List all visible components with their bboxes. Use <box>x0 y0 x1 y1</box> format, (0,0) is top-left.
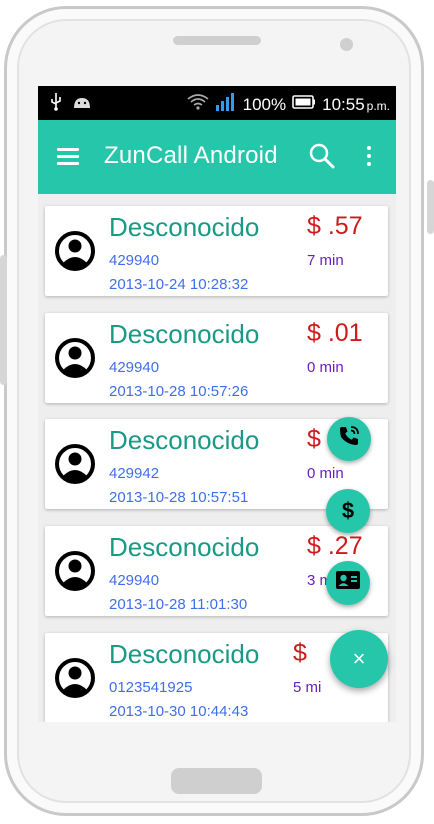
volume-button <box>0 255 7 385</box>
call-name: Desconocido <box>109 212 260 242</box>
app-bar: ZunCall Android <box>38 120 396 194</box>
call-number: 429940 <box>109 359 160 376</box>
battery-percent: 100% <box>242 94 287 114</box>
call-number: 429942 <box>109 465 160 482</box>
call-date: 2013-10-30 10:44:43 <box>109 703 249 720</box>
battery-icon <box>292 94 316 115</box>
call-cost: $ .57 <box>307 212 363 240</box>
status-bar: 100% 10:55 p.m. <box>38 86 396 120</box>
search-icon[interactable] <box>308 142 336 170</box>
screen: 100% 10:55 p.m. ZunCall Android Desconoci… <box>38 86 396 722</box>
dollar-icon: $ <box>341 498 355 523</box>
call-duration: 0 min <box>307 465 344 482</box>
call-cost: $ .01 <box>307 319 363 347</box>
front-camera <box>340 38 353 51</box>
call-name: Desconocido <box>109 425 260 455</box>
call-cost: $ .27 <box>307 532 363 560</box>
usb-icon <box>50 93 62 116</box>
call-number: 429940 <box>109 252 160 269</box>
call-duration: 0 min <box>307 359 344 376</box>
call-date: 2013-10-28 10:57:26 <box>109 383 249 400</box>
call-duration: 3 m <box>307 572 333 589</box>
phone-call-icon <box>338 425 360 453</box>
app-title: ZunCall Android <box>104 142 278 169</box>
clock: 10:55 p.m. <box>322 95 390 115</box>
more-options-icon[interactable] <box>365 146 373 170</box>
clock-ampm: p.m. <box>366 98 390 113</box>
call-duration: 7 min <box>307 252 344 269</box>
call-number: 0123541925 <box>109 679 193 696</box>
call-name: Desconocido <box>109 639 260 669</box>
call-cost: $ <box>307 425 321 453</box>
person-icon <box>55 442 95 486</box>
contact-card-icon <box>335 570 361 596</box>
android-icon <box>72 94 92 115</box>
close-fab-button[interactable]: × <box>330 630 388 688</box>
clock-time: 10:55 <box>322 94 365 114</box>
call-number: 429940 <box>109 572 160 589</box>
close-icon: × <box>352 646 366 671</box>
person-icon <box>55 336 95 380</box>
call-date: 2013-10-28 10:57:51 <box>109 489 249 506</box>
power-button <box>427 180 434 234</box>
contacts-fab-button[interactable] <box>326 561 370 605</box>
home-button[interactable] <box>171 768 262 794</box>
cost-fab-button[interactable]: $ <box>326 489 370 533</box>
call-name: Desconocido <box>109 532 260 562</box>
menu-icon[interactable] <box>57 148 79 166</box>
call-card[interactable]: Desconocido 429940 2013-10-28 10:57:26 $… <box>45 313 388 403</box>
earpiece-speaker <box>173 36 261 45</box>
call-date: 2013-10-28 11:01:30 <box>109 596 248 613</box>
call-name: Desconocido <box>109 319 260 349</box>
call-card[interactable]: Desconocido 429940 2013-10-24 10:28:32 $… <box>45 206 388 296</box>
call-date: 2013-10-24 10:28:32 <box>109 276 249 293</box>
signal-icon <box>215 93 237 116</box>
wifi-icon <box>187 93 209 116</box>
person-icon <box>55 549 95 593</box>
person-icon <box>55 229 95 273</box>
person-icon <box>55 656 95 700</box>
call-duration: 5 mi <box>293 679 322 696</box>
call-fab-button[interactable] <box>327 417 371 461</box>
call-card[interactable]: Desconocido 0123541925 2013-10-30 10:44:… <box>45 633 388 722</box>
call-cost: $ <box>293 639 307 667</box>
